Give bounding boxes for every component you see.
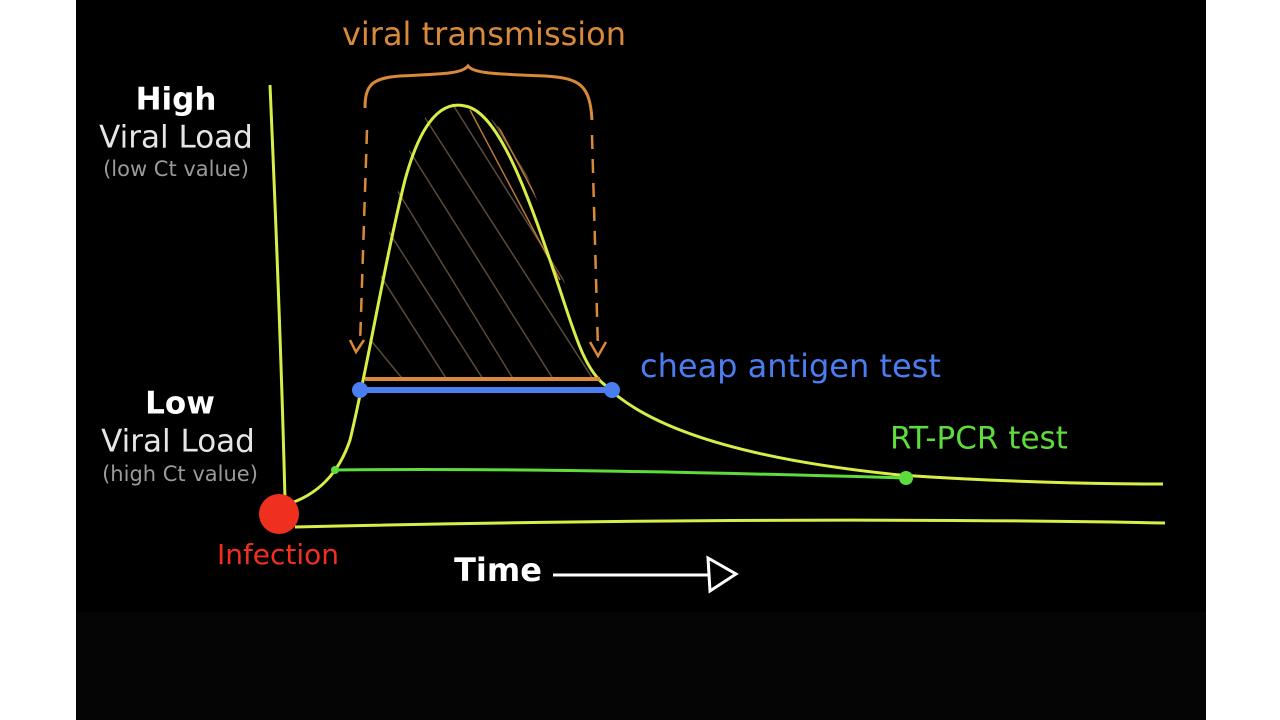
low-sub: Viral Load — [101, 424, 255, 460]
video-frame — [76, 0, 1206, 720]
brace-arrow-right — [588, 341, 608, 359]
infection-dot — [259, 494, 299, 534]
low-note: (high Ct value) — [102, 462, 258, 486]
brace-dash-right — [590, 134, 600, 351]
high-note: (low Ct value) — [103, 157, 249, 181]
time-label: Time — [454, 551, 542, 589]
x-axis — [294, 518, 1166, 529]
infection-label: Infection — [217, 538, 339, 571]
high-label: High — [136, 82, 217, 118]
pcr-label: RT-PCR test — [890, 421, 1068, 457]
pcr-dot — [331, 466, 339, 474]
y-axis — [268, 84, 287, 501]
pcr-dot — [899, 471, 913, 485]
time-arrow-head — [706, 555, 739, 594]
transmission-label: viral transmission — [342, 15, 626, 53]
pcr-line — [334, 467, 907, 480]
brace-dash-left — [358, 129, 369, 346]
low-label: Low — [145, 386, 215, 422]
antigen-label: cheap antigen test — [640, 347, 941, 385]
brace-arrow-left — [348, 339, 366, 355]
transmission-brace — [363, 63, 594, 121]
antigen-dot — [352, 382, 368, 398]
high-sub: Viral Load — [99, 120, 253, 156]
antigen-dot — [604, 382, 620, 398]
frame-bottom — [76, 612, 1206, 720]
